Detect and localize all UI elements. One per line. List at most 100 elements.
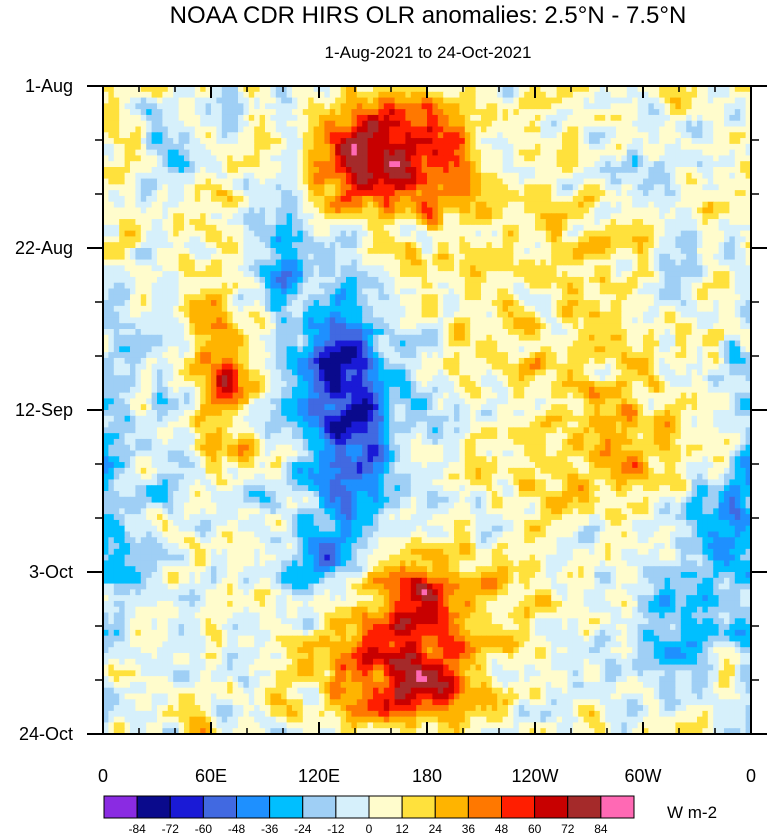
heatmap-cell — [259, 155, 266, 162]
heatmap-cell — [740, 207, 747, 214]
heatmap-cell — [637, 305, 644, 313]
heatmap-cell — [572, 190, 579, 197]
heatmap-cell — [232, 294, 239, 301]
heatmap-cell — [383, 305, 390, 313]
heatmap-cell — [173, 86, 180, 93]
heatmap-cell — [130, 143, 136, 151]
heatmap-cell — [616, 161, 622, 168]
heatmap-cell — [659, 248, 666, 255]
heatmap-cell — [464, 120, 471, 128]
heatmap-cell — [405, 294, 412, 301]
heatmap-cell — [432, 230, 439, 238]
heatmap-cell — [745, 271, 751, 278]
heatmap-cell — [319, 109, 325, 116]
heatmap-cell — [632, 126, 639, 133]
heatmap-cell — [340, 305, 347, 313]
heatmap-cell — [513, 91, 520, 99]
heatmap-cell — [113, 161, 120, 168]
heatmap-cell — [378, 253, 385, 261]
heatmap-cell — [675, 207, 682, 214]
heatmap-cell — [535, 300, 541, 307]
heatmap-cell — [151, 207, 158, 214]
heatmap-cell — [540, 172, 547, 180]
heatmap-cell — [146, 242, 153, 249]
heatmap-cell — [605, 276, 612, 284]
heatmap-cell — [697, 230, 703, 238]
heatmap-cell — [583, 317, 590, 324]
heatmap-cell — [702, 161, 709, 168]
heatmap-cell — [643, 219, 649, 226]
heatmap-cell — [610, 120, 617, 128]
heatmap-cell — [518, 207, 525, 214]
heatmap-cell — [340, 138, 347, 145]
heatmap-cell — [362, 311, 369, 319]
heatmap-cell — [697, 219, 703, 226]
heatmap-cell — [189, 259, 196, 266]
heatmap-cell — [157, 224, 163, 232]
heatmap-cell — [610, 138, 617, 145]
heatmap-cell — [724, 161, 730, 168]
heatmap-cell — [389, 248, 396, 255]
heatmap-cell — [124, 242, 131, 249]
heatmap-cell — [432, 126, 439, 133]
heatmap-cell — [351, 288, 358, 295]
heatmap-cell — [562, 178, 568, 185]
heatmap-cell — [648, 317, 655, 324]
heatmap-cell — [572, 103, 579, 110]
heatmap-cell — [335, 190, 342, 197]
heatmap-cell — [637, 149, 644, 157]
heatmap-cell — [410, 109, 417, 116]
heatmap-cell — [329, 236, 336, 243]
heatmap-cell — [653, 213, 660, 220]
heatmap-cell — [535, 224, 541, 232]
heatmap-cell — [362, 300, 369, 307]
heatmap-cell — [248, 172, 255, 180]
heatmap-cell — [184, 213, 190, 220]
heatmap-cell — [562, 282, 568, 290]
heatmap-cell — [292, 167, 298, 174]
heatmap-cell — [432, 143, 439, 151]
heatmap-cell — [535, 178, 541, 185]
heatmap-cell — [302, 253, 309, 261]
heatmap-cell — [529, 276, 536, 284]
heatmap-cell — [243, 138, 250, 145]
heatmap-cell — [292, 109, 298, 116]
heatmap-cell — [594, 126, 601, 133]
heatmap-cell — [675, 224, 682, 232]
heatmap-cell — [275, 167, 282, 174]
heatmap-cell — [340, 143, 347, 151]
heatmap-cell — [329, 230, 336, 238]
heatmap-cell — [529, 248, 536, 255]
heatmap-cell — [594, 224, 601, 232]
heatmap-cell — [475, 276, 482, 284]
heatmap-cell — [221, 109, 228, 116]
heatmap-cell — [616, 86, 622, 93]
heatmap-cell — [265, 109, 271, 116]
heatmap-cell — [421, 138, 428, 145]
heatmap-cell — [659, 86, 666, 93]
heatmap-cell — [119, 161, 126, 168]
heatmap-cell — [745, 288, 751, 295]
heatmap-cell — [670, 248, 676, 255]
heatmap-cell — [270, 271, 277, 278]
heatmap-cell — [167, 149, 174, 157]
heatmap-cell — [578, 172, 585, 180]
heatmap-cell — [286, 138, 293, 145]
heatmap-cell — [621, 120, 628, 128]
heatmap-cell — [124, 230, 131, 238]
heatmap-cell — [157, 213, 163, 220]
heatmap-cell — [497, 271, 504, 278]
heatmap-cell — [432, 184, 439, 191]
heatmap-cell — [194, 224, 201, 232]
heatmap-cell — [416, 259, 423, 266]
heatmap-cell — [302, 259, 309, 266]
heatmap-cell — [151, 143, 158, 151]
heatmap-cell — [248, 236, 255, 243]
heatmap-cell — [680, 149, 687, 157]
heatmap-cell — [718, 236, 725, 243]
heatmap-cell — [545, 126, 552, 133]
heatmap-cell — [270, 97, 277, 104]
heatmap-cell — [259, 126, 266, 133]
heatmap-cell — [486, 311, 493, 319]
heatmap-cell — [610, 178, 617, 185]
